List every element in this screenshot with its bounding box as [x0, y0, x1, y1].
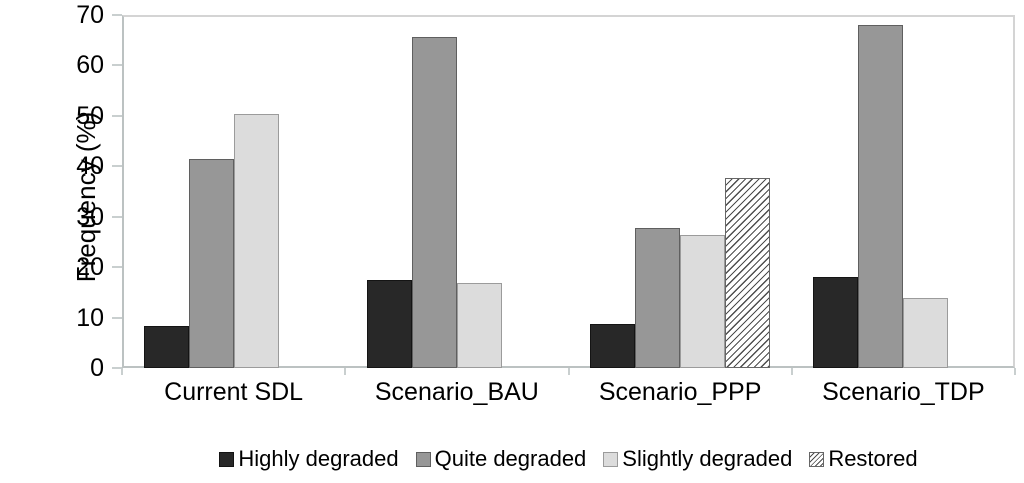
x-tick-mark [121, 368, 123, 375]
bar-quite-degraded-4 [858, 25, 904, 368]
y-tick-label: 20 [76, 253, 104, 282]
bar-slightly-degraded-2 [456, 283, 502, 368]
x-tick-mark [790, 368, 793, 375]
legend-swatch-icon [415, 451, 431, 467]
y-tick-mark [112, 367, 122, 369]
y-tick-label: 50 [76, 101, 104, 130]
x-category-label: Scenario_BAU [374, 378, 539, 406]
bar-highly-degraded-1 [143, 326, 189, 368]
x-category-label: Scenario_PPP [598, 378, 762, 406]
legend-swatch-icon [219, 451, 235, 467]
bar-slightly-degraded-3 [680, 235, 726, 368]
y-tick-label: 10 [76, 303, 104, 332]
x-tick-mark [567, 368, 570, 375]
legend-label: Slightly degraded [622, 446, 793, 471]
bar-highly-degraded-4 [813, 277, 859, 368]
x-category-label: Current SDL [164, 378, 304, 406]
y-tick-mark [112, 266, 122, 269]
y-tick-mark [112, 64, 122, 67]
legend-swatch-icon [603, 451, 619, 467]
y-axis-title: Frequency (%) [71, 111, 101, 283]
y-tick-label: 40 [76, 152, 104, 181]
y-tick-mark [112, 114, 122, 117]
y-tick-mark [112, 14, 122, 16]
legend-label: Restored [828, 446, 918, 471]
y-tick-mark [112, 215, 122, 218]
x-tick-mark [1014, 368, 1016, 375]
y-tick-label: 70 [76, 1, 104, 29]
legend: Highly degraded Quite degraded Slightly de… [122, 442, 1015, 476]
bar-quite-degraded-3 [635, 228, 681, 368]
bar-quite-degraded-2 [411, 37, 457, 368]
bar-slightly-degraded-1 [233, 114, 279, 368]
x-tick-mark [344, 368, 347, 375]
bar-quite-degraded-1 [188, 159, 234, 368]
legend-item-highly-degraded: Highly degraded [219, 446, 399, 472]
legend-item-quite-degraded: Quite degraded [415, 446, 587, 472]
bar-highly-degraded-2 [366, 280, 412, 368]
bar-slightly-degraded-4 [903, 298, 949, 368]
y-tick-mark [112, 165, 122, 168]
bar-highly-degraded-3 [590, 324, 636, 368]
x-category-label: Scenario_TDP [822, 378, 985, 406]
legend-item-slightly-degraded: Slightly degraded [603, 446, 792, 472]
bar-restored-3 [725, 178, 771, 368]
legend-label: Highly degraded [238, 446, 399, 471]
legend-swatch-icon [809, 451, 825, 467]
y-tick-label: 30 [76, 202, 104, 231]
y-tick-label: 60 [76, 51, 104, 80]
y-tick-mark [112, 316, 122, 319]
legend-item-restored: Restored [809, 446, 918, 472]
legend-label: Quite degraded [434, 446, 587, 471]
y-tick-label: 0 [90, 354, 104, 382]
